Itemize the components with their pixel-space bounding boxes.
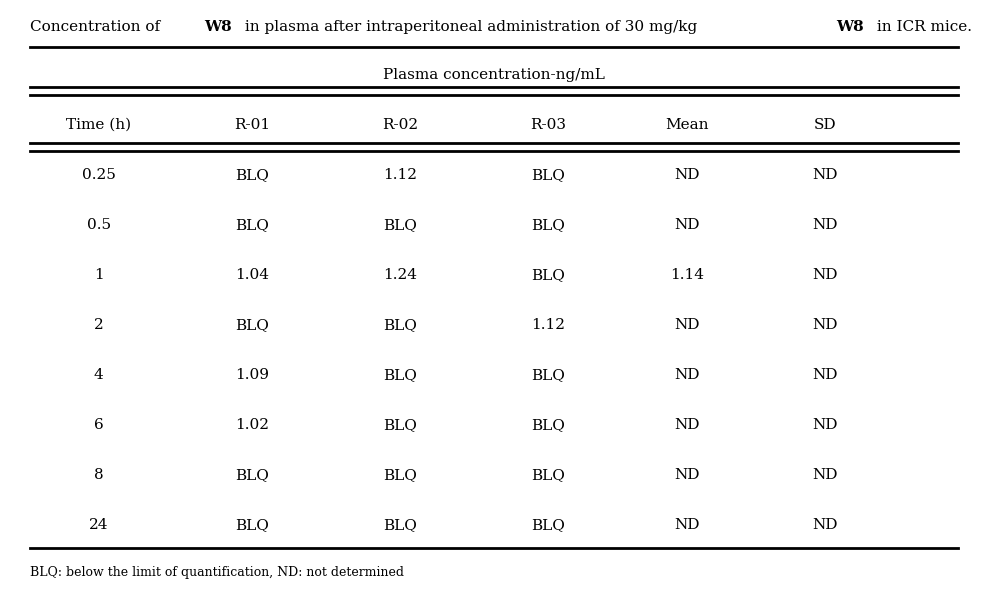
- Text: BLQ: BLQ: [235, 518, 269, 532]
- Text: 1.14: 1.14: [670, 268, 703, 282]
- Text: BLQ: below the limit of quantification, ND: not determined: BLQ: below the limit of quantification, …: [30, 566, 404, 579]
- Text: BLQ: BLQ: [532, 418, 565, 432]
- Text: BLQ: BLQ: [532, 518, 565, 532]
- Text: BLQ: BLQ: [532, 468, 565, 482]
- Text: in ICR mice.: in ICR mice.: [871, 20, 972, 34]
- Text: W8: W8: [204, 20, 231, 34]
- Text: ND: ND: [812, 418, 838, 432]
- Text: 1: 1: [94, 268, 104, 282]
- Text: Concentration of: Concentration of: [30, 20, 165, 34]
- Text: 1.24: 1.24: [383, 268, 417, 282]
- Text: BLQ: BLQ: [383, 318, 417, 332]
- Text: BLQ: BLQ: [383, 468, 417, 482]
- Text: BLQ: BLQ: [532, 268, 565, 282]
- Text: ND: ND: [812, 218, 838, 232]
- Text: ND: ND: [812, 168, 838, 182]
- Text: 1.12: 1.12: [383, 168, 417, 182]
- Text: ND: ND: [674, 368, 700, 382]
- Text: R-01: R-01: [234, 118, 270, 132]
- Text: 1.12: 1.12: [532, 318, 565, 332]
- Text: Plasma concentration-ng/mL: Plasma concentration-ng/mL: [383, 68, 605, 82]
- Text: ND: ND: [812, 318, 838, 332]
- Text: ND: ND: [812, 518, 838, 532]
- Text: 0.5: 0.5: [87, 218, 111, 232]
- Text: ND: ND: [674, 318, 700, 332]
- Text: 24: 24: [89, 518, 109, 532]
- Text: ND: ND: [812, 368, 838, 382]
- Text: BLQ: BLQ: [383, 218, 417, 232]
- Text: 2: 2: [94, 318, 104, 332]
- Text: ND: ND: [674, 518, 700, 532]
- Text: ND: ND: [812, 268, 838, 282]
- Text: BLQ: BLQ: [383, 518, 417, 532]
- Text: BLQ: BLQ: [532, 218, 565, 232]
- Text: BLQ: BLQ: [383, 418, 417, 432]
- Text: R-02: R-02: [382, 118, 418, 132]
- Text: ND: ND: [674, 468, 700, 482]
- Text: 8: 8: [94, 468, 104, 482]
- Text: ND: ND: [674, 168, 700, 182]
- Text: R-03: R-03: [531, 118, 566, 132]
- Text: ND: ND: [674, 218, 700, 232]
- Text: 6: 6: [94, 418, 104, 432]
- Text: W8: W8: [836, 20, 864, 34]
- Text: 1.02: 1.02: [235, 418, 269, 432]
- Text: SD: SD: [814, 118, 836, 132]
- Text: ND: ND: [812, 468, 838, 482]
- Text: 4: 4: [94, 368, 104, 382]
- Text: Mean: Mean: [665, 118, 708, 132]
- Text: ND: ND: [674, 418, 700, 432]
- Text: BLQ: BLQ: [235, 168, 269, 182]
- Text: 0.25: 0.25: [82, 168, 116, 182]
- Text: Time (h): Time (h): [66, 118, 131, 132]
- Text: BLQ: BLQ: [532, 168, 565, 182]
- Text: in plasma after intraperitoneal administration of 30 mg/kg: in plasma after intraperitoneal administ…: [240, 20, 701, 34]
- Text: BLQ: BLQ: [532, 368, 565, 382]
- Text: BLQ: BLQ: [383, 368, 417, 382]
- Text: BLQ: BLQ: [235, 468, 269, 482]
- Text: BLQ: BLQ: [235, 318, 269, 332]
- Text: 1.04: 1.04: [235, 268, 269, 282]
- Text: BLQ: BLQ: [235, 218, 269, 232]
- Text: 1.09: 1.09: [235, 368, 269, 382]
